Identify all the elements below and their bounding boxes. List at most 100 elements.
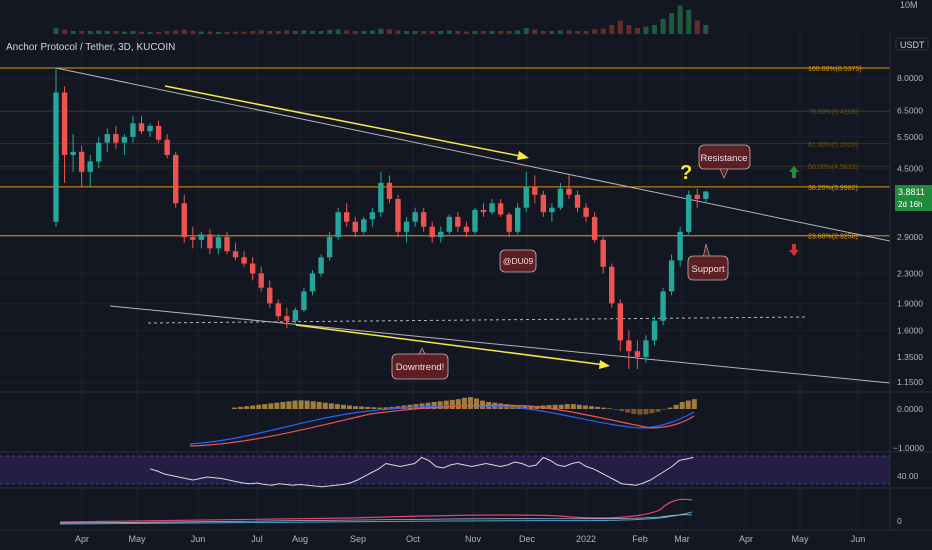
macd-panel — [189, 397, 697, 447]
candle-body — [694, 194, 700, 199]
macd-hist-bar — [268, 403, 274, 409]
volume-bar — [310, 31, 315, 34]
volume-bar — [258, 30, 264, 34]
y-tick-label: 5.5000 — [897, 132, 923, 142]
lower-trendline — [109, 305, 891, 384]
candle-body — [344, 212, 350, 222]
candle-body — [138, 123, 145, 132]
candle-body — [352, 221, 358, 232]
volume-bar — [455, 31, 461, 34]
macd-hist-bar — [643, 409, 649, 415]
candle-body — [284, 316, 290, 321]
macd-signal-line — [189, 404, 695, 447]
volume-bar — [156, 31, 162, 34]
volume-bar — [275, 31, 281, 34]
macd-hist-bar — [576, 404, 582, 409]
last-price: 3.8811 — [898, 187, 925, 197]
volume-bar — [173, 30, 179, 34]
resistance-callout: Resistance — [698, 144, 751, 179]
volume-bar — [677, 5, 683, 34]
macd-hist-bar — [570, 404, 576, 409]
macd-hist-bar — [389, 406, 395, 409]
volume-bar — [532, 29, 538, 34]
x-tick-label: May — [791, 534, 809, 544]
candle-body — [155, 125, 162, 140]
candle-body — [164, 139, 170, 155]
candle-body — [583, 207, 589, 217]
candle-body — [412, 212, 418, 222]
candle-body — [489, 203, 495, 213]
countdown: 2d 16h — [898, 200, 922, 209]
candle-body — [173, 154, 179, 204]
candle-body — [207, 234, 213, 249]
volume-bar — [463, 31, 469, 34]
candle-body — [472, 209, 478, 232]
rsi-band — [0, 456, 890, 484]
volume-scale-label: 10M — [900, 0, 918, 10]
volume-bar — [267, 31, 273, 34]
volume-bar — [626, 25, 632, 34]
downtrend-label: Downtrend! — [396, 362, 445, 373]
macd-hist-bar — [685, 400, 691, 409]
volume-bar — [386, 29, 392, 34]
macd-hist-bar — [619, 409, 625, 412]
volume-bar — [506, 31, 512, 34]
macd-hist-bar — [359, 406, 365, 409]
macd-hist-bar — [625, 409, 631, 413]
volume-bar — [224, 31, 230, 34]
candle-body — [130, 123, 136, 137]
volume-bar — [643, 26, 649, 34]
volume-bar — [121, 31, 127, 34]
y-tick-label: 1.6000 — [897, 325, 923, 335]
downtrend-callout: Downtrend! — [391, 347, 449, 380]
volume-bar — [481, 31, 486, 34]
macd-neg-label: −1.0000 — [893, 443, 924, 453]
support-label: Support — [691, 264, 725, 275]
y-tick-label: 1.9000 — [897, 298, 923, 308]
candle-body — [386, 182, 393, 199]
volume-bar — [669, 13, 675, 34]
candle-body — [643, 340, 649, 357]
volume-bar — [686, 10, 692, 34]
candle-body — [429, 226, 435, 238]
macd-hist-bar — [346, 405, 352, 409]
question-mark: ? — [680, 162, 692, 184]
candle-body — [258, 273, 264, 288]
fib-label: 38.20%(3.9982) — [808, 185, 858, 192]
candle-body — [677, 231, 683, 261]
macd-hist-bar — [353, 406, 358, 409]
symbol-title[interactable]: Anchor Protocol / Tether, 3D, KUCOIN — [6, 42, 175, 53]
macd-hist-bar — [558, 404, 564, 409]
candle-body — [104, 134, 110, 143]
macd-hist-bar — [322, 402, 328, 409]
candle-body — [241, 257, 247, 264]
fib-label: 61.80%(5.2626) — [808, 142, 858, 149]
candle-body — [463, 226, 470, 232]
volume-bar — [378, 28, 384, 34]
upper-trendline — [55, 67, 891, 242]
candle-body — [566, 188, 572, 195]
rsi-level-label: 40.00 — [897, 471, 919, 481]
support-callout: Support — [687, 243, 729, 281]
y-tick-label: 2.3000 — [897, 268, 923, 278]
currency-badge[interactable] — [895, 37, 929, 51]
macd-hist-bar — [613, 409, 619, 410]
y-tick-label: 1.3500 — [897, 352, 923, 362]
macd-hist-bar — [371, 407, 377, 409]
volume-bar — [540, 31, 546, 34]
lower-arrow-line — [295, 324, 606, 366]
macd-hist-bar — [280, 402, 286, 409]
macd-hist-bar — [383, 407, 389, 409]
macd-hist-bar — [334, 404, 340, 409]
volume-bar — [352, 31, 358, 34]
macd-hist-bar — [546, 405, 552, 409]
volume-bar — [62, 29, 68, 34]
candle-body — [506, 214, 512, 232]
x-tick-label: Jun — [191, 534, 206, 544]
author-tag: @DU09 — [499, 249, 537, 273]
volume-bar — [575, 31, 581, 34]
macd-hist-bar — [595, 406, 600, 409]
candle-body — [215, 237, 222, 249]
candle-body — [634, 351, 641, 357]
macd-hist-bar — [298, 400, 304, 409]
